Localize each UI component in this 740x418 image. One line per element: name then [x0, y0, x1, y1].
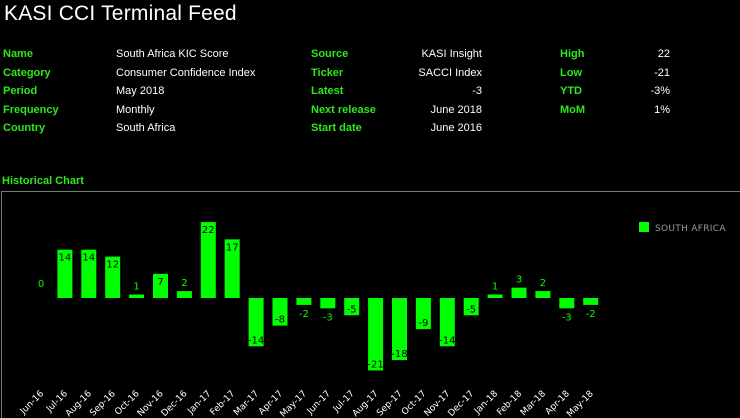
bar-Dec-16 — [176, 291, 192, 298]
bar-Nov-16 — [153, 273, 168, 298]
value-label-May-17: -2 — [299, 309, 309, 320]
bar-May-17 — [296, 298, 312, 305]
bar-Oct-16 — [129, 294, 145, 298]
bar-Aug-17 — [368, 298, 384, 371]
next-release-value: June 2018 — [430, 103, 482, 116]
legend-label: SOUTH AFRICA — [655, 224, 726, 234]
high-label: High — [560, 48, 585, 60]
high-value: 22 — [657, 48, 670, 60]
value-label-Feb-18: 3 — [516, 275, 522, 286]
x-tick-Mar-18: Mar-18 — [519, 389, 548, 418]
latest-label: Latest — [311, 85, 344, 97]
bar-Mar-17 — [248, 298, 264, 347]
category-value: Consumer Confidence Index — [116, 66, 256, 79]
period-label: Period — [3, 85, 38, 97]
info-col3-labels: High Low YTD MoM — [560, 45, 585, 119]
info-col1-values: South Africa KIC Score Consumer Confiden… — [116, 45, 255, 138]
info-col3-values: 22 -21 -3% 1% — [610, 45, 670, 119]
value-label-Sep-16: 12 — [106, 260, 119, 271]
value-label-May-18: -2 — [586, 309, 596, 320]
bar-Sep-16 — [105, 256, 121, 298]
x-tick-Jan-17: Jan-17 — [185, 389, 213, 417]
bar-Dec-17 — [463, 298, 479, 316]
bar-Mar-18 — [535, 291, 551, 298]
value-label-Jun-17: -3 — [323, 312, 333, 323]
x-tick-May-17: May-17 — [279, 389, 310, 418]
country-value: South Africa — [116, 122, 176, 134]
x-tick-Sep-17: Sep-17 — [375, 389, 404, 418]
ticker-value: SACCI Index — [418, 66, 482, 79]
bar-Jul-16 — [57, 249, 73, 298]
value-label-Jan-18: 1 — [492, 282, 498, 293]
value-label-Oct-17: -9 — [418, 318, 428, 329]
value-label-Jan-17: 22 — [202, 225, 215, 236]
value-label-Apr-17: -8 — [275, 315, 285, 326]
ytd-value: -3% — [650, 85, 670, 97]
bar-Jul-17 — [344, 298, 360, 316]
value-label-Dec-16: 2 — [181, 278, 187, 289]
period-value: May 2018 — [116, 85, 165, 97]
x-tick-Dec-17: Dec-17 — [447, 389, 477, 418]
page-title: KASI CCI Terminal Feed — [4, 2, 237, 25]
low-label: Low — [560, 66, 582, 79]
info-col1-labels: Name Category Period Frequency Country — [3, 45, 59, 138]
bar-Sep-17 — [392, 298, 407, 361]
mom-value: 1% — [654, 103, 670, 116]
value-label-Mar-18: 2 — [540, 278, 546, 289]
bar-Jan-18 — [487, 294, 503, 298]
bar-Apr-17 — [272, 298, 288, 326]
category-label: Category — [3, 66, 51, 79]
x-tick-Jun-16: Jun-16 — [18, 389, 46, 417]
mom-label: MoM — [560, 103, 586, 116]
start-date-label: Start date — [311, 122, 362, 134]
section-title: Historical Chart — [2, 175, 84, 187]
name-label: Name — [3, 48, 33, 60]
bar-May-18 — [583, 298, 599, 305]
value-label-Apr-18: -3 — [562, 312, 572, 323]
ticker-label: Ticker — [311, 66, 344, 79]
source-label: Source — [311, 48, 349, 60]
value-label-Nov-16: 7 — [157, 277, 163, 288]
name-value: South Africa KIC Score — [116, 48, 229, 60]
bar-Feb-18 — [511, 287, 527, 298]
bar-Aug-16 — [81, 249, 97, 298]
x-tick-Jun-17: Jun-17 — [305, 389, 333, 417]
low-value: -21 — [654, 66, 670, 79]
value-label-Feb-17: 17 — [226, 242, 239, 253]
value-label-Oct-16: 1 — [133, 282, 139, 293]
chart-frame — [1, 191, 740, 418]
value-label-Aug-16: 14 — [82, 253, 95, 264]
legend-swatch — [639, 222, 649, 232]
info-col2-labels: Source Ticker Latest Next release Start … — [311, 45, 376, 138]
value-label-Jul-17: -5 — [347, 304, 357, 315]
frequency-label: Frequency — [3, 103, 59, 116]
value-label-Nov-17: -14 — [439, 335, 455, 346]
x-tick-Feb-17: Feb-17 — [209, 389, 238, 418]
value-label-Jun-16: 0 — [38, 279, 44, 290]
bar-Feb-17 — [224, 239, 240, 298]
value-label-Aug-17: -21 — [367, 359, 383, 370]
country-label: Country — [3, 122, 46, 134]
value-label-Sep-17: -18 — [391, 349, 407, 360]
x-tick-Dec-16: Dec-16 — [160, 389, 190, 418]
value-label-Dec-17: -5 — [466, 304, 476, 315]
x-tick-May-18: May-18 — [565, 389, 596, 418]
next-release-label: Next release — [311, 103, 376, 116]
ytd-label: YTD — [560, 85, 582, 97]
x-tick-Sep-16: Sep-16 — [88, 389, 118, 418]
bar-Nov-17 — [439, 298, 455, 347]
x-tick-Mar-17: Mar-17 — [232, 389, 261, 418]
bar-Apr-18 — [559, 298, 575, 309]
info-col2-values: KASI Insight SACCI Index -3 June 2018 Ju… — [400, 45, 482, 138]
latest-value: -3 — [472, 85, 482, 97]
bar-Jun-17 — [320, 298, 336, 309]
source-value: KASI Insight — [421, 48, 482, 60]
value-label-Mar-17: -14 — [248, 335, 264, 346]
bar-Jan-17 — [200, 222, 216, 298]
frequency-value: Monthly — [116, 103, 155, 116]
start-date-value: June 2016 — [430, 122, 482, 134]
bar-Oct-17 — [415, 298, 431, 330]
value-label-Jul-16: 14 — [59, 253, 72, 264]
